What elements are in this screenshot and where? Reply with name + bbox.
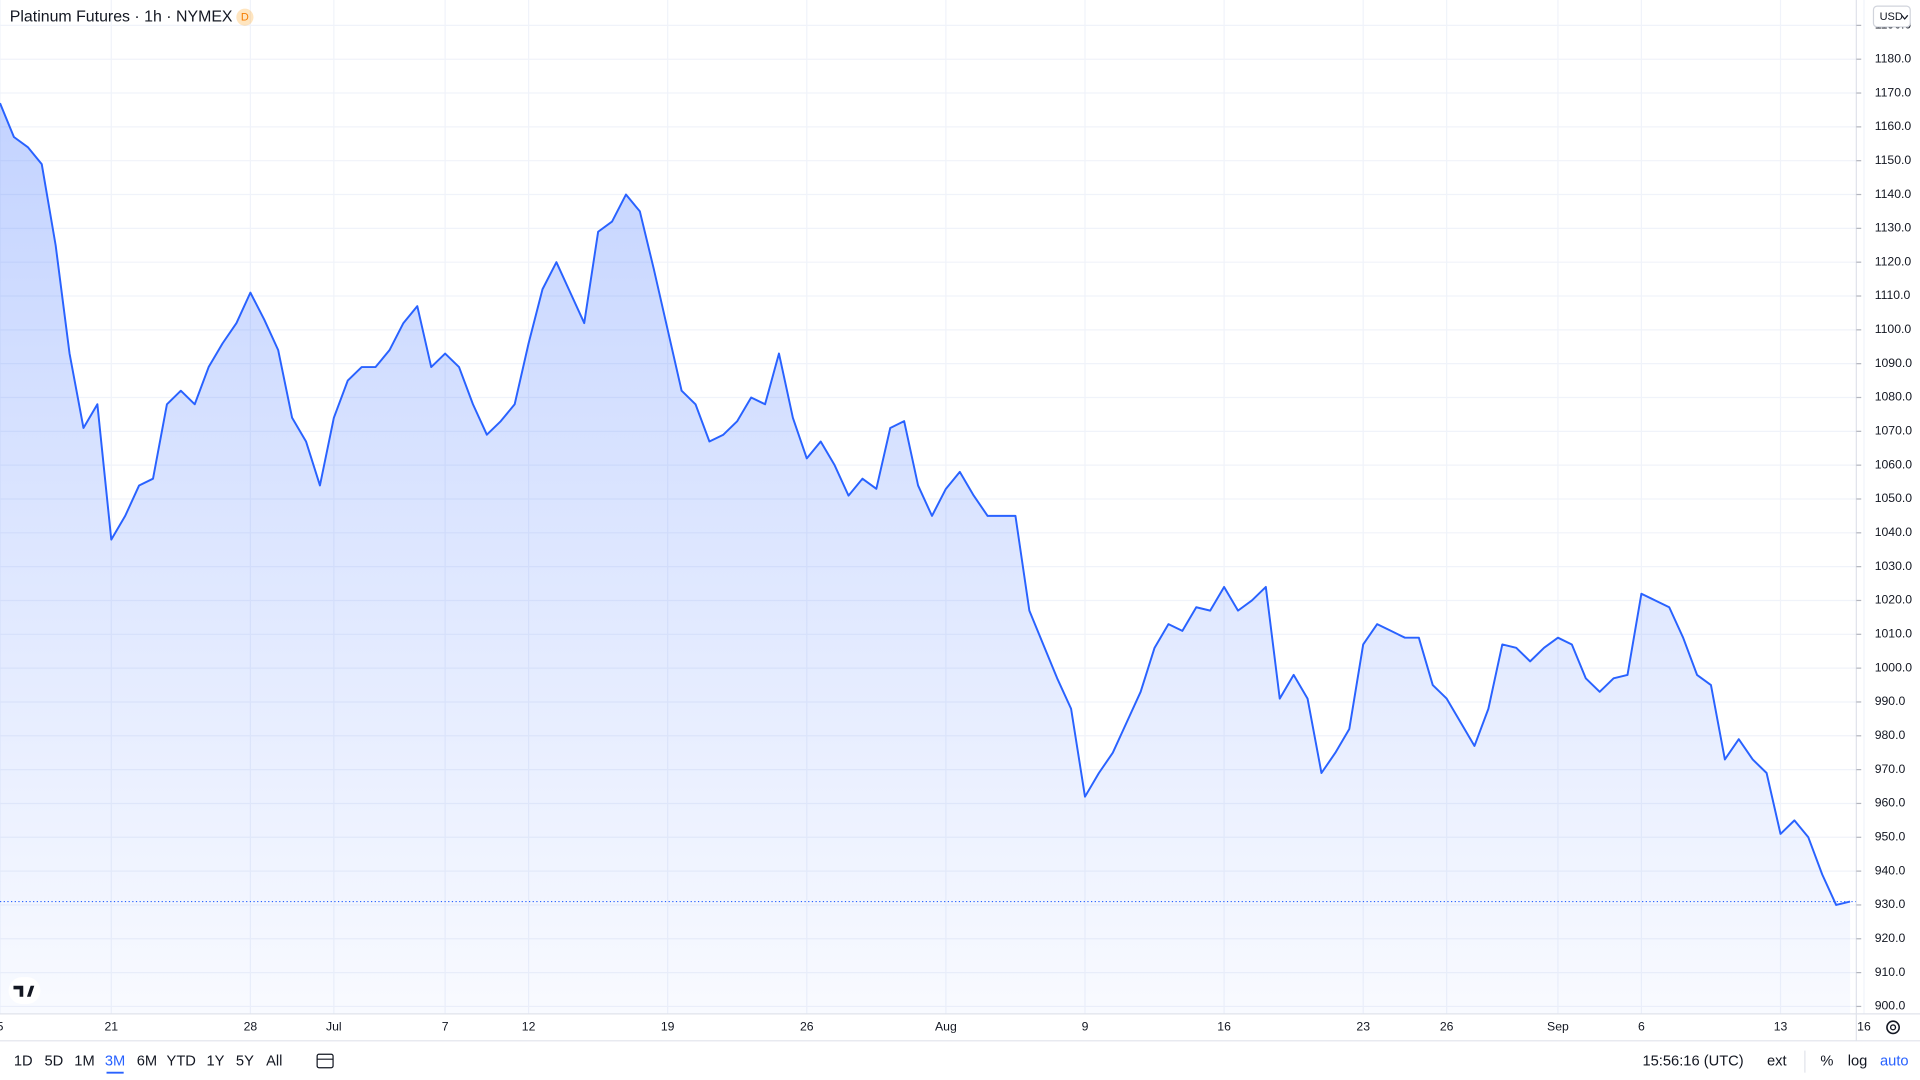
logo[interactable] xyxy=(13,985,35,997)
y-tick-label: 1170.0 xyxy=(1875,85,1912,99)
y-tick-label: 970.0 xyxy=(1875,762,1906,776)
chart-title: Platinum Futures · 1h · NYMEX xyxy=(10,8,233,25)
x-tick-label: 5 xyxy=(0,1020,4,1034)
y-tick-label: 1050.0 xyxy=(1875,491,1913,505)
y-tick-label: 1040.0 xyxy=(1875,525,1913,539)
range-button[interactable]: 5Y xyxy=(236,1054,254,1070)
x-tick-label: 21 xyxy=(104,1020,118,1034)
scale-option[interactable]: % xyxy=(1820,1054,1833,1070)
y-tick-label: 930.0 xyxy=(1875,897,1906,911)
x-tick-label: 16 xyxy=(1217,1020,1231,1034)
y-tick-label: 1070.0 xyxy=(1875,424,1913,438)
x-tick-label: 28 xyxy=(244,1020,258,1034)
price-line xyxy=(0,102,1851,906)
x-tick-label: 16 xyxy=(1857,1020,1871,1034)
clock: 15:56:16 (UTC) xyxy=(1642,1054,1743,1070)
y-tick-label: 1110.0 xyxy=(1875,288,1911,302)
x-tick-label: Jul xyxy=(326,1020,342,1034)
y-tick-label: 990.0 xyxy=(1875,694,1906,708)
scale-option[interactable]: log xyxy=(1848,1054,1868,1070)
currency-button[interactable] xyxy=(1872,5,1911,28)
x-tick-label: 12 xyxy=(522,1020,536,1034)
range-button[interactable]: YTD xyxy=(167,1054,196,1070)
y-tick-label: 1160.0 xyxy=(1875,119,1912,133)
y-tick-label: 910.0 xyxy=(1875,965,1906,979)
x-tick-label: 26 xyxy=(1440,1020,1454,1034)
range-button[interactable]: 5D xyxy=(44,1054,63,1070)
range-button[interactable]: 1M xyxy=(74,1054,94,1070)
x-tick-label: 6 xyxy=(1638,1020,1645,1034)
date-range-icon[interactable] xyxy=(316,1053,334,1069)
y-tick-label: 1020.0 xyxy=(1875,593,1913,607)
scale-option[interactable]: auto xyxy=(1880,1054,1909,1070)
settings-icon[interactable] xyxy=(1886,1020,1900,1035)
plot xyxy=(0,102,1857,1014)
x-tick-label: 7 xyxy=(442,1020,449,1034)
y-tick-label: 1010.0 xyxy=(1875,627,1913,641)
area-fill xyxy=(0,103,1851,1014)
x-tick-label: 13 xyxy=(1774,1020,1788,1034)
y-tick-label: 1030.0 xyxy=(1875,559,1913,573)
badge: D xyxy=(241,12,249,24)
y-tick-label: 1060.0 xyxy=(1875,457,1913,471)
y-tick-label: 1080.0 xyxy=(1875,390,1913,404)
badge-bg xyxy=(236,8,254,26)
x-tick-label: 19 xyxy=(661,1020,675,1034)
y-tick-label: 1000.0 xyxy=(1875,660,1913,674)
y-tick-label: 1130.0 xyxy=(1875,221,1912,235)
range-button[interactable]: 1Y xyxy=(207,1054,225,1070)
x-tick-label: Aug xyxy=(935,1020,957,1034)
currency-caret xyxy=(1901,14,1909,20)
range-button[interactable]: All xyxy=(266,1054,282,1070)
y-tick-label: 1140.0 xyxy=(1875,187,1912,201)
y-tick-label: 1090.0 xyxy=(1875,356,1913,370)
y-tick-label: 980.0 xyxy=(1875,728,1906,742)
range-button[interactable]: 1D xyxy=(14,1054,33,1070)
bottom-toolbar: 1D 5D 1M 3M 6M YTD 1Y 5Y All 15:56:16 (UTC) ext% lo… xyxy=(14,1050,1909,1074)
session-toggle[interactable]: ext xyxy=(1767,1054,1787,1070)
currency-label[interactable]: USD xyxy=(1880,11,1903,23)
y-tick-label: 940.0 xyxy=(1875,863,1906,877)
x-tick-label: 23 xyxy=(1356,1020,1370,1034)
x-tick-label: Sep xyxy=(1547,1020,1569,1034)
logo-bg xyxy=(8,977,41,1005)
y-tick-label: 1150.0 xyxy=(1875,153,1912,167)
range-button[interactable]: 6M xyxy=(137,1054,157,1070)
y-tick-label: 900.0 xyxy=(1875,999,1906,1013)
y-tick-label: 1120.0 xyxy=(1875,254,1912,268)
axes: 900.0 910.0 920.0 930.0 940.0 950.0 960.0 970.0… xyxy=(0,18,1912,1034)
range-button[interactable]: 3M xyxy=(105,1054,125,1070)
y-tick-label: 960.0 xyxy=(1875,796,1906,810)
y-tick-label: 1180.0 xyxy=(1875,51,1912,65)
y-tick-label: 1100.0 xyxy=(1875,322,1912,336)
y-tick-label: 920.0 xyxy=(1875,931,1906,945)
x-tick-label: 9 xyxy=(1082,1020,1089,1034)
x-tick-label: 26 xyxy=(800,1020,814,1034)
y-tick-label: 950.0 xyxy=(1875,830,1906,844)
